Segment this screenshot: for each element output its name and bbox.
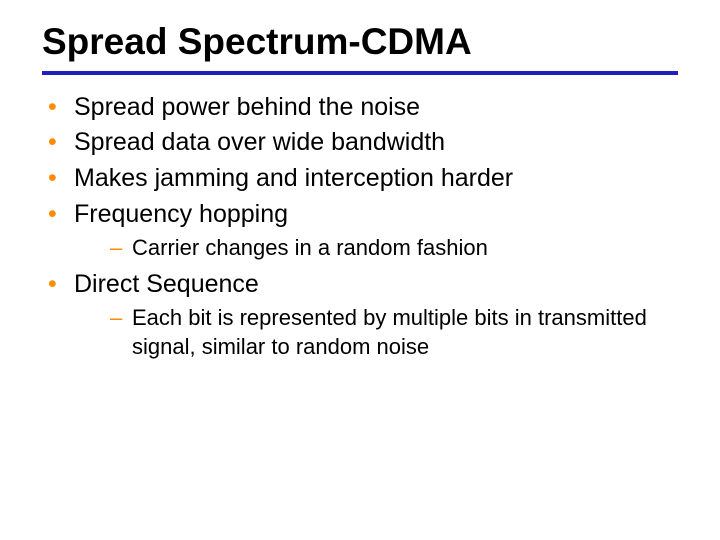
- list-item-text: Direct Sequence: [74, 270, 259, 298]
- slide: Spread Spectrum-CDMA Spread power behind…: [0, 0, 720, 540]
- list-item: Spread power behind the noise: [46, 91, 678, 125]
- list-item: Direct Sequence Each bit is represented …: [46, 268, 678, 361]
- sub-bullet-list: Each bit is represented by multiple bits…: [74, 304, 678, 361]
- title-underline: [42, 71, 678, 75]
- sub-bullet-list: Carrier changes in a random fashion: [74, 234, 678, 263]
- sub-list-item: Carrier changes in a random fashion: [110, 234, 678, 263]
- sub-list-item-text: Each bit is represented by multiple bits…: [132, 305, 647, 359]
- list-item: Spread data over wide bandwidth: [46, 126, 678, 160]
- list-item-text: Spread data over wide bandwidth: [74, 128, 445, 156]
- bullet-list: Spread power behind the noise Spread dat…: [42, 91, 678, 362]
- list-item: Frequency hopping Carrier changes in a r…: [46, 198, 678, 262]
- list-item: Makes jamming and interception harder: [46, 162, 678, 196]
- slide-title: Spread Spectrum-CDMA: [42, 22, 678, 63]
- list-item-text: Spread power behind the noise: [74, 93, 420, 121]
- sub-list-item: Each bit is represented by multiple bits…: [110, 304, 678, 361]
- sub-list-item-text: Carrier changes in a random fashion: [132, 235, 488, 260]
- list-item-text: Frequency hopping: [74, 200, 288, 228]
- list-item-text: Makes jamming and interception harder: [74, 164, 513, 192]
